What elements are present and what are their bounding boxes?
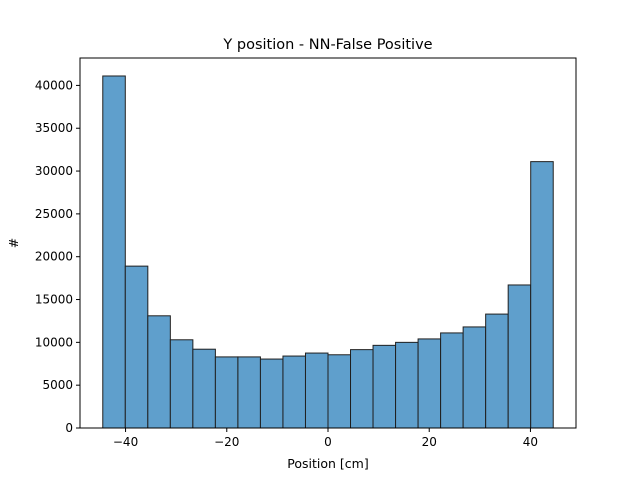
histogram-bar <box>485 313 509 429</box>
histogram-bar <box>237 356 261 429</box>
histogram-bar <box>395 341 419 429</box>
x-axis: −40 −20 0 20 40 <box>113 428 538 449</box>
histogram-bar <box>102 75 126 429</box>
y-tick-label: 20000 <box>35 250 73 264</box>
histogram-bar <box>530 161 554 429</box>
histogram-bar <box>350 349 374 429</box>
x-tick-label: 0 <box>324 435 332 449</box>
histogram-bar <box>192 348 216 429</box>
x-tick-label: −20 <box>214 435 239 449</box>
histogram-bar <box>259 358 284 429</box>
y-tick-label: 15000 <box>35 293 73 307</box>
histogram-bar <box>124 265 149 429</box>
histogram-bar <box>507 284 532 429</box>
histogram-bar <box>214 356 239 429</box>
y-axis-label: # <box>6 238 21 248</box>
histogram-bars <box>102 75 554 429</box>
histogram-bar <box>417 338 442 429</box>
histogram-bar <box>282 355 306 429</box>
histogram-bar <box>169 339 194 429</box>
y-tick-label: 5000 <box>42 378 73 392</box>
y-tick-label: 40000 <box>35 78 73 92</box>
histogram-bar <box>462 326 487 429</box>
histogram-bar <box>147 315 171 429</box>
x-tick-label: 20 <box>422 435 437 449</box>
x-tick-label: −40 <box>113 435 138 449</box>
y-tick-label: 25000 <box>35 207 73 221</box>
histogram-bar <box>440 332 464 429</box>
y-tick-label: 0 <box>65 421 73 435</box>
chart-title: Y position - NN-False Positive <box>222 37 432 53</box>
y-tick-label: 35000 <box>35 121 73 135</box>
x-tick-label: 40 <box>523 435 538 449</box>
y-tick-label: 10000 <box>35 335 73 349</box>
x-axis-label: Position [cm] <box>287 456 368 471</box>
y-axis: 0 5000 10000 15000 20000 25000 30000 35000 40000 <box>35 78 80 435</box>
histogram-bar <box>327 354 352 429</box>
histogram-bar <box>372 344 397 429</box>
y-tick-label: 30000 <box>35 164 73 178</box>
histogram-bar <box>304 352 329 429</box>
